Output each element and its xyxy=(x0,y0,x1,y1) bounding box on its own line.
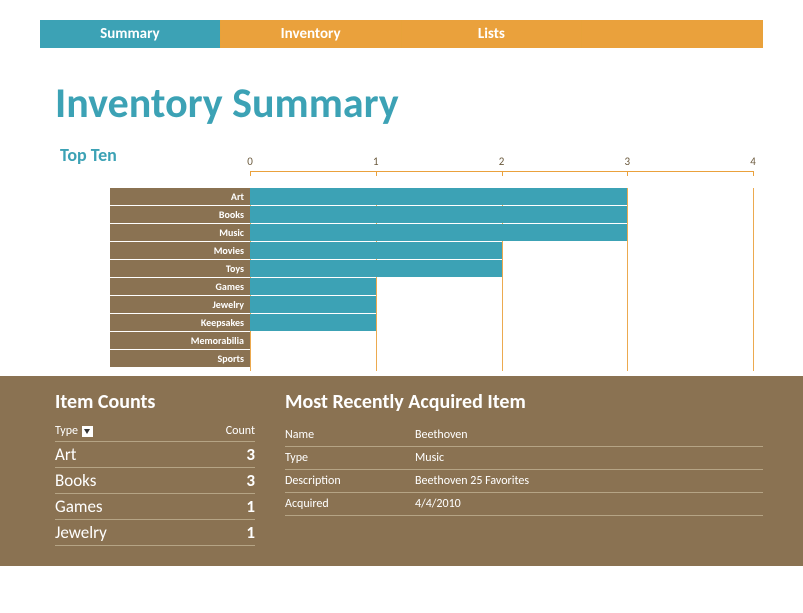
bar-label: Books xyxy=(110,206,250,223)
tab-bar: Summary Inventory Lists xyxy=(40,20,763,48)
recent-item-body: NameBeethovenTypeMusicDescriptionBeethov… xyxy=(285,424,763,516)
bar-label: Games xyxy=(110,278,250,295)
sort-icon[interactable] xyxy=(82,426,93,437)
count-value: 3 xyxy=(205,444,255,465)
bar-fill xyxy=(250,242,502,259)
axis-tick-label: 0 xyxy=(247,155,253,168)
detail-label: Description xyxy=(285,474,415,488)
bar-row: Toys xyxy=(110,260,753,277)
chart-axis: 01234 xyxy=(250,171,753,188)
bar-fill xyxy=(250,206,627,223)
bar-fill xyxy=(250,278,376,295)
item-counts-heading: Item Counts xyxy=(55,390,255,414)
bar-row: Art xyxy=(110,188,753,205)
bar-fill xyxy=(250,260,502,277)
table-row: Art3 xyxy=(55,442,255,468)
page-title: Inventory Summary xyxy=(55,78,763,129)
detail-value: Beethoven xyxy=(415,428,763,442)
count-value: 1 xyxy=(205,522,255,543)
axis-tick-label: 2 xyxy=(499,155,505,168)
bar-fill xyxy=(250,188,627,205)
bar-label: Music xyxy=(110,224,250,241)
table-row: Books3 xyxy=(55,468,255,494)
count-type: Games xyxy=(55,496,205,517)
bar-track xyxy=(250,188,753,205)
axis-tick-label: 4 xyxy=(750,155,756,168)
page-root: Summary Inventory Lists Inventory Summar… xyxy=(0,0,803,613)
bar-label: Toys xyxy=(110,260,250,277)
bar-track xyxy=(250,332,753,349)
detail-row: NameBeethoven xyxy=(285,424,763,447)
tab-empty xyxy=(582,20,763,48)
top-ten-chart: 01234 ArtBooksMusicMoviesToysGamesJewelr… xyxy=(110,171,753,371)
count-type: Art xyxy=(55,444,205,465)
chart-title: Top Ten xyxy=(60,144,763,166)
chart-rows: ArtBooksMusicMoviesToysGamesJewelryKeeps… xyxy=(110,188,753,368)
detail-label: Name xyxy=(285,428,415,442)
bar-label: Keepsakes xyxy=(110,314,250,331)
bar-row: Music xyxy=(110,224,753,241)
bar-track xyxy=(250,314,753,331)
bar-row: Movies xyxy=(110,242,753,259)
col-header-count[interactable]: Count xyxy=(205,424,255,438)
bar-row: Memorabilia xyxy=(110,332,753,349)
col-header-type[interactable]: Type xyxy=(55,424,205,438)
bar-fill xyxy=(250,314,376,331)
detail-value: Music xyxy=(415,451,763,465)
bar-track xyxy=(250,260,753,277)
bar-label: Movies xyxy=(110,242,250,259)
bar-label: Memorabilia xyxy=(110,332,250,349)
count-value: 1 xyxy=(205,496,255,517)
recent-item-panel: Most Recently Acquired Item NameBeethove… xyxy=(285,390,763,546)
bar-row: Books xyxy=(110,206,753,223)
bar-label: Jewelry xyxy=(110,296,250,313)
bar-fill xyxy=(250,296,376,313)
bar-row: Games xyxy=(110,278,753,295)
detail-value: 4/4/2010 xyxy=(415,497,763,511)
axis-tick-label: 3 xyxy=(624,155,630,168)
detail-row: Acquired4/4/2010 xyxy=(285,493,763,516)
bar-row: Jewelry xyxy=(110,296,753,313)
item-counts-panel: Item Counts Type Count Art3Books3Games1J… xyxy=(55,390,255,546)
bar-fill xyxy=(250,224,627,241)
bar-track xyxy=(250,206,753,223)
content-area: Inventory Summary Top Ten 01234 ArtBooks… xyxy=(0,48,803,371)
recent-item-heading: Most Recently Acquired Item xyxy=(285,390,763,414)
bar-row: Keepsakes xyxy=(110,314,753,331)
bar-label: Art xyxy=(110,188,250,205)
bar-track xyxy=(250,242,753,259)
table-row: Games1 xyxy=(55,494,255,520)
bar-track xyxy=(250,278,753,295)
bar-track xyxy=(250,224,753,241)
bar-label: Sports xyxy=(110,350,250,367)
tab-summary[interactable]: Summary xyxy=(40,20,221,48)
axis-tick-label: 1 xyxy=(373,155,379,168)
detail-row: TypeMusic xyxy=(285,447,763,470)
tab-inventory[interactable]: Inventory xyxy=(221,20,402,48)
count-value: 3 xyxy=(205,470,255,491)
bar-track xyxy=(250,296,753,313)
detail-row: DescriptionBeethoven 25 Favorites xyxy=(285,470,763,493)
bar-row: Sports xyxy=(110,350,753,367)
detail-label: Acquired xyxy=(285,497,415,511)
count-type: Jewelry xyxy=(55,522,205,543)
detail-value: Beethoven 25 Favorites xyxy=(415,474,763,488)
bottom-panel: Item Counts Type Count Art3Books3Games1J… xyxy=(0,376,803,566)
item-counts-body: Art3Books3Games1Jewelry1 xyxy=(55,442,255,546)
bar-track xyxy=(250,350,753,367)
count-type: Books xyxy=(55,470,205,491)
col-header-type-label: Type xyxy=(55,424,78,438)
tab-lists[interactable]: Lists xyxy=(402,20,583,48)
table-row: Jewelry1 xyxy=(55,520,255,546)
item-counts-header: Type Count xyxy=(55,424,255,442)
detail-label: Type xyxy=(285,451,415,465)
